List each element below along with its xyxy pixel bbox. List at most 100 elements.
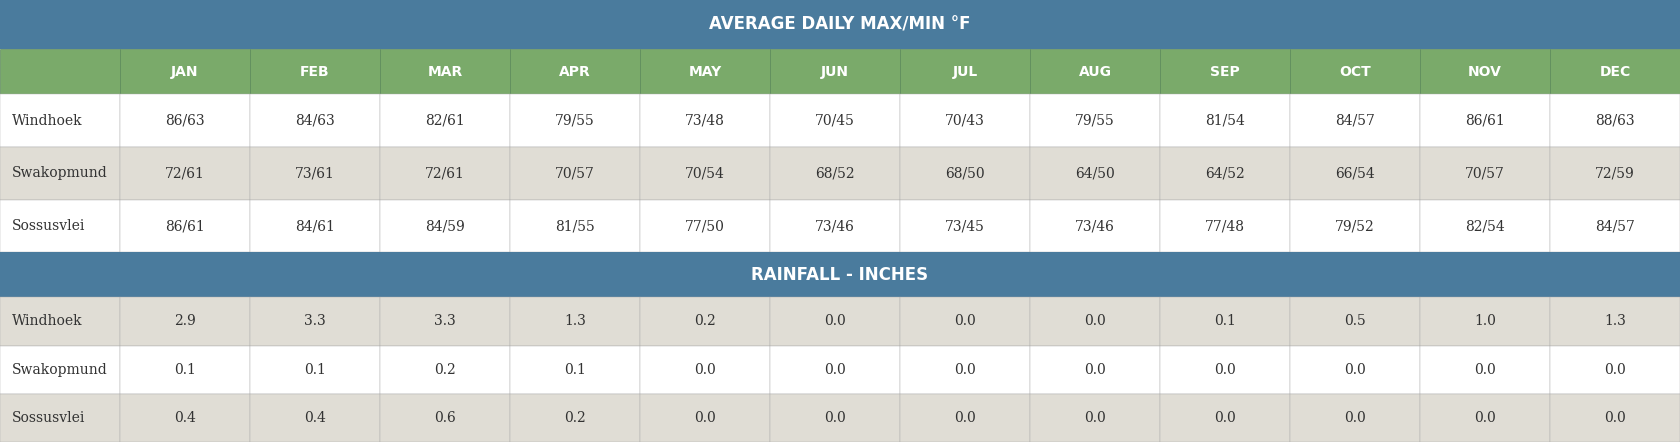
Text: 0.0: 0.0 bbox=[1084, 314, 1105, 328]
Text: 0.0: 0.0 bbox=[694, 362, 716, 377]
Text: FEB: FEB bbox=[301, 65, 329, 79]
Text: 81/54: 81/54 bbox=[1205, 114, 1245, 128]
Text: 68/52: 68/52 bbox=[815, 166, 855, 180]
Bar bbox=[119, 147, 250, 200]
Bar bbox=[1290, 346, 1420, 394]
Bar bbox=[250, 200, 380, 252]
Text: AUG: AUG bbox=[1079, 65, 1112, 79]
Bar bbox=[511, 147, 640, 200]
Bar bbox=[380, 394, 511, 442]
Text: 0.1: 0.1 bbox=[175, 362, 197, 377]
Bar bbox=[1030, 50, 1159, 94]
Bar bbox=[1159, 200, 1290, 252]
Text: 0.0: 0.0 bbox=[1215, 411, 1236, 425]
Bar bbox=[1290, 94, 1420, 147]
Bar bbox=[380, 50, 511, 94]
Bar bbox=[900, 297, 1030, 346]
Text: DEC: DEC bbox=[1599, 65, 1631, 79]
Bar bbox=[900, 200, 1030, 252]
Text: AVERAGE DAILY MAX/MIN °F: AVERAGE DAILY MAX/MIN °F bbox=[709, 15, 971, 34]
Text: 86/63: 86/63 bbox=[165, 114, 205, 128]
Bar bbox=[900, 394, 1030, 442]
Text: 0.0: 0.0 bbox=[1084, 362, 1105, 377]
Text: 70/43: 70/43 bbox=[946, 114, 984, 128]
Text: 0.0: 0.0 bbox=[1604, 362, 1626, 377]
Bar bbox=[380, 147, 511, 200]
Bar bbox=[0, 252, 1680, 297]
Text: 68/50: 68/50 bbox=[946, 166, 984, 180]
Bar bbox=[1159, 394, 1290, 442]
Text: 1.0: 1.0 bbox=[1473, 314, 1495, 328]
Text: 70/57: 70/57 bbox=[1465, 166, 1505, 180]
Bar bbox=[1551, 346, 1680, 394]
Bar bbox=[1420, 346, 1551, 394]
Bar bbox=[1551, 200, 1680, 252]
Text: Windhoek: Windhoek bbox=[12, 114, 82, 128]
Text: 0.0: 0.0 bbox=[1344, 362, 1366, 377]
Text: 3.3: 3.3 bbox=[433, 314, 455, 328]
Bar bbox=[380, 200, 511, 252]
Text: 0.6: 0.6 bbox=[433, 411, 455, 425]
Bar bbox=[1030, 147, 1159, 200]
Bar bbox=[119, 50, 250, 94]
Text: 0.2: 0.2 bbox=[694, 314, 716, 328]
Bar bbox=[1159, 94, 1290, 147]
Text: 0.0: 0.0 bbox=[1084, 411, 1105, 425]
Bar bbox=[250, 346, 380, 394]
Bar bbox=[119, 394, 250, 442]
Text: Sossusvlei: Sossusvlei bbox=[12, 411, 86, 425]
Text: 77/48: 77/48 bbox=[1205, 219, 1245, 233]
Bar bbox=[1420, 394, 1551, 442]
Bar bbox=[1551, 94, 1680, 147]
Text: 3.3: 3.3 bbox=[304, 314, 326, 328]
Bar bbox=[1551, 147, 1680, 200]
Bar bbox=[1420, 297, 1551, 346]
Bar bbox=[1030, 297, 1159, 346]
Text: SEP: SEP bbox=[1210, 65, 1240, 79]
Bar bbox=[0, 394, 119, 442]
Text: Sossusvlei: Sossusvlei bbox=[12, 219, 86, 233]
Bar bbox=[769, 94, 900, 147]
Text: 72/61: 72/61 bbox=[165, 166, 205, 180]
Text: 0.0: 0.0 bbox=[1215, 362, 1236, 377]
Bar bbox=[1030, 394, 1159, 442]
Text: MAR: MAR bbox=[427, 65, 462, 79]
Bar bbox=[1030, 94, 1159, 147]
Bar bbox=[1420, 50, 1551, 94]
Text: 0.1: 0.1 bbox=[564, 362, 586, 377]
Text: 0.5: 0.5 bbox=[1344, 314, 1366, 328]
Bar bbox=[1420, 94, 1551, 147]
Text: 0.0: 0.0 bbox=[1473, 411, 1495, 425]
Text: 73/48: 73/48 bbox=[685, 114, 726, 128]
Text: 82/61: 82/61 bbox=[425, 114, 465, 128]
Text: 81/55: 81/55 bbox=[554, 219, 595, 233]
Text: 84/57: 84/57 bbox=[1336, 114, 1374, 128]
Text: 73/46: 73/46 bbox=[1075, 219, 1116, 233]
Bar bbox=[0, 50, 119, 94]
Text: 84/63: 84/63 bbox=[296, 114, 334, 128]
Bar bbox=[900, 346, 1030, 394]
Bar bbox=[511, 200, 640, 252]
Bar bbox=[1030, 200, 1159, 252]
Text: 70/45: 70/45 bbox=[815, 114, 855, 128]
Text: 84/61: 84/61 bbox=[296, 219, 334, 233]
Text: 64/52: 64/52 bbox=[1205, 166, 1245, 180]
Bar bbox=[250, 394, 380, 442]
Text: 0.0: 0.0 bbox=[825, 362, 845, 377]
Bar bbox=[380, 297, 511, 346]
Bar bbox=[250, 297, 380, 346]
Text: 88/63: 88/63 bbox=[1596, 114, 1635, 128]
Text: 84/59: 84/59 bbox=[425, 219, 465, 233]
Bar bbox=[640, 394, 769, 442]
Bar bbox=[900, 94, 1030, 147]
Bar bbox=[1290, 297, 1420, 346]
Text: OCT: OCT bbox=[1339, 65, 1371, 79]
Text: 72/59: 72/59 bbox=[1594, 166, 1635, 180]
Text: 70/57: 70/57 bbox=[554, 166, 595, 180]
Bar bbox=[0, 147, 119, 200]
Text: 0.2: 0.2 bbox=[564, 411, 586, 425]
Text: 2.9: 2.9 bbox=[175, 314, 197, 328]
Bar bbox=[1290, 147, 1420, 200]
Bar bbox=[1551, 394, 1680, 442]
Text: JUN: JUN bbox=[822, 65, 848, 79]
